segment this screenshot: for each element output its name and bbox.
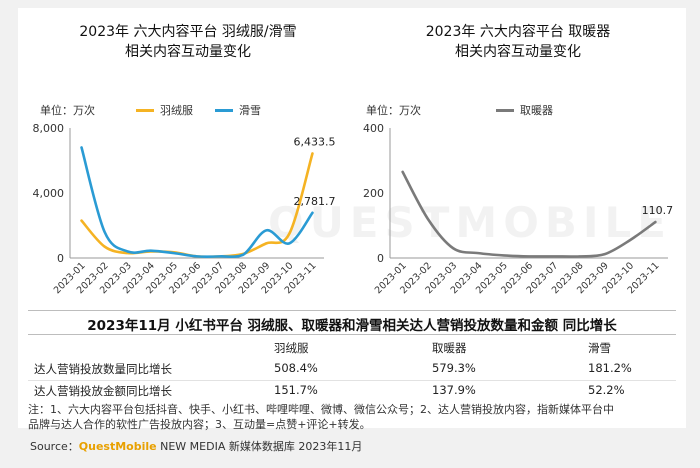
- source-suffix: NEW MEDIA 新媒体数据库 2023年11月: [156, 440, 363, 453]
- left-legend: 羽绒服 滑雪: [136, 102, 283, 118]
- y-tick-label: 4,000: [33, 187, 65, 200]
- data-label: 110.7: [642, 204, 674, 217]
- footnote-line2: 品牌与达人合作的软性广告投放内容；3、互动量=点赞+评论+转发。: [28, 418, 371, 431]
- left-chart-title: 2023年 六大内容平台 羽绒服/滑雪 相关内容互动量变化: [38, 22, 338, 62]
- source-line: Source：QuestMobile NEW MEDIA 新媒体数据库 2023…: [30, 438, 362, 454]
- y-tick-label: 0: [57, 252, 64, 265]
- series-line: [401, 170, 657, 258]
- legend-label-down-jacket: 羽绒服: [160, 104, 193, 117]
- y-tick-label: 8,000: [33, 122, 65, 135]
- y-tick-label: 0: [377, 252, 384, 265]
- data-label: 6,433.5: [293, 135, 335, 148]
- right-chart-title-line2: 相关内容互动量变化: [455, 44, 581, 60]
- table-row-label: 达人营销投放金额同比增长: [34, 384, 172, 398]
- table-top-divider: [28, 310, 676, 311]
- legend-swatch-skiing: [215, 108, 233, 112]
- right-chart-title: 2023年 六大内容平台 取暖器 相关内容互动量变化: [368, 22, 668, 62]
- left-chart-title-line1: 2023年 六大内容平台 羽绒服/滑雪: [79, 24, 297, 40]
- footnote-line1: 注：1、六大内容平台包括抖音、快手、小红书、哔哩哔哩、微博、微信公众号；2、达人…: [28, 403, 614, 416]
- table-cell: 579.3%: [432, 361, 476, 375]
- table-cell: 52.2%: [588, 383, 625, 397]
- table-cell: 181.2%: [588, 361, 632, 375]
- legend-swatch-down-jacket: [136, 108, 154, 112]
- source-prefix: Source：: [30, 440, 79, 453]
- left-unit-label: 单位：万次: [40, 104, 95, 117]
- right-legend: 取暖器: [496, 102, 575, 118]
- footnote: 注：1、六大内容平台包括抖音、快手、小红书、哔哩哔哩、微博、微信公众号；2、达人…: [28, 402, 668, 432]
- legend-item-heater: 取暖器: [496, 102, 553, 118]
- table-cell: 508.4%: [274, 361, 318, 375]
- table-row-divider: [28, 380, 676, 381]
- table-col-header-heater: 取暖器: [432, 341, 467, 355]
- table-cell: 137.9%: [432, 383, 476, 397]
- right-line-chart: 40020002023-012023-022023-032023-042023-…: [363, 122, 673, 296]
- y-tick-label: 200: [363, 187, 384, 200]
- left-chart-title-line2: 相关内容互动量变化: [125, 44, 251, 60]
- data-label: 2,781.7: [293, 195, 335, 208]
- legend-item-down-jacket: 羽绒服: [136, 102, 193, 118]
- table-title-divider: [28, 334, 676, 335]
- series-line: [80, 146, 314, 258]
- y-tick-label: 400: [363, 122, 384, 135]
- table-cell: 151.7%: [274, 383, 318, 397]
- legend-label-heater: 取暖器: [520, 104, 553, 117]
- legend-item-skiing: 滑雪: [215, 102, 261, 118]
- table-row-label: 达人营销投放数量同比增长: [34, 362, 172, 376]
- watermark: QUESTMOBILE: [268, 198, 672, 247]
- table-title: 2023年11月 小红书平台 羽绒服、取暖器和滑雪相关达人营销投放数量和金额 同…: [87, 318, 617, 334]
- table-col-header-down-jacket: 羽绒服: [274, 341, 309, 355]
- source-brand-logo: QuestMobile: [78, 440, 157, 453]
- right-unit-label: 单位：万次: [366, 104, 421, 117]
- legend-swatch-heater: [496, 108, 514, 112]
- left-line-chart: 8,0004,00002023-012023-022023-032023-042…: [33, 122, 336, 296]
- series-line: [80, 152, 314, 259]
- report-card: QUESTMOBILE 2023年 六大内容平台 羽绒服/滑雪 相关内容互动量变…: [18, 8, 686, 431]
- table-col-header-skiing: 滑雪: [588, 341, 611, 355]
- right-chart-title-line1: 2023年 六大内容平台 取暖器: [425, 24, 611, 40]
- legend-label-skiing: 滑雪: [239, 104, 261, 117]
